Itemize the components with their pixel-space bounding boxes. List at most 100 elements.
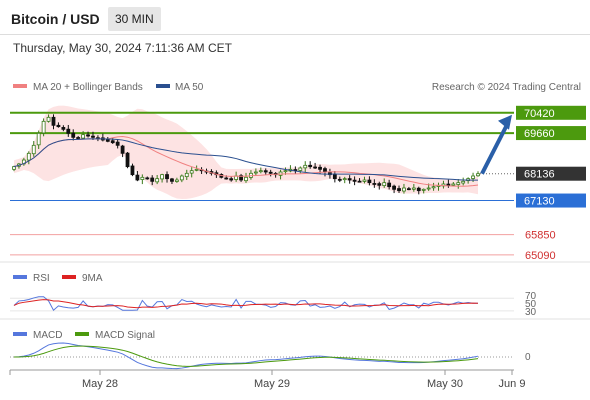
candle-body: [145, 177, 150, 180]
timeframe-button[interactable]: 30 MIN: [108, 7, 161, 31]
current-price-label: 68136: [524, 169, 555, 181]
candle-body: [406, 188, 411, 191]
macd-tick-0: 0: [525, 352, 531, 363]
resistance-level-label: 69660: [524, 128, 555, 140]
x-tick-label: May 30: [427, 378, 463, 390]
ma20-legend-swatch: [13, 84, 27, 88]
candle-body: [308, 164, 313, 168]
macd-panel: [10, 342, 514, 370]
candle-body: [258, 170, 263, 173]
candle-body: [244, 176, 248, 182]
macd-line: [13, 342, 479, 370]
instrument-title: Bitcoin / USD: [11, 11, 100, 27]
resistance-level-tag: [516, 105, 586, 120]
candle-body: [174, 179, 179, 182]
candle-body: [165, 174, 169, 180]
candle-body: [184, 172, 189, 178]
target-level-label: 65090: [525, 250, 556, 262]
rsi-tick-30: 30: [525, 307, 537, 318]
forecast-arrow-head: [498, 114, 512, 130]
resistance-level-label: 70420: [524, 108, 555, 120]
candle-body: [130, 165, 135, 176]
candle-body: [110, 140, 115, 144]
candle-body: [337, 178, 342, 181]
candle-body: [135, 174, 140, 181]
candle-body: [367, 179, 372, 184]
candle-body: [263, 170, 268, 173]
candle-body: [86, 134, 90, 137]
rsi-tick-70: 70: [525, 291, 537, 302]
forecast-arrow: [480, 114, 512, 175]
ma50-line: [13, 138, 479, 181]
rsi-panel: [10, 296, 514, 312]
candle-body: [160, 174, 164, 180]
candle-body: [357, 180, 362, 183]
rsi-legend-swatch: [13, 275, 27, 279]
candle-body: [125, 152, 130, 168]
candle-body: [105, 139, 110, 142]
rsi-ma-line: [13, 299, 479, 309]
candle-body: [179, 175, 184, 181]
candle-body: [426, 187, 431, 190]
macd-legend-label: MACD: [33, 330, 62, 341]
x-tick-label: May 29: [254, 378, 290, 390]
candle-body: [41, 120, 46, 134]
macd-signal-line: [13, 345, 479, 367]
candle-body: [81, 134, 86, 139]
x-tick-label: May 28: [82, 378, 118, 390]
price-level-tags: 70420 69660 68136 67130 65850 65090: [516, 105, 586, 262]
price-levels: [10, 111, 514, 256]
candle-body: [313, 166, 318, 169]
candle-body: [26, 152, 31, 161]
support-level-tag: [516, 193, 586, 208]
ma50-legend-label: MA 50: [175, 82, 204, 93]
candle-body: [224, 177, 229, 180]
candle-body: [283, 170, 288, 173]
candle-body: [456, 182, 461, 185]
candle-body: [323, 168, 327, 173]
rsi-ma-legend-label: 9MA: [82, 273, 103, 284]
candle-body: [150, 177, 155, 182]
candle-body: [155, 178, 160, 183]
candle-body: [392, 185, 396, 190]
support-level-label: 67130: [524, 196, 555, 208]
header-divider: [0, 34, 590, 35]
candle-body: [46, 116, 51, 122]
candle-body: [446, 183, 451, 186]
candle-body: [140, 176, 145, 180]
candle-body: [189, 170, 194, 174]
candle-body: [431, 186, 436, 189]
candle-body: [56, 124, 61, 128]
candle-body: [239, 175, 243, 181]
candle-body: [461, 180, 466, 184]
x-axis-ticks: May 28 May 29 May 30 Jun 9: [9, 370, 525, 390]
candle-body: [91, 135, 95, 138]
current-price-tag: [516, 166, 586, 181]
candle-body: [71, 132, 76, 138]
candle-body: [362, 179, 367, 182]
candle-body: [51, 116, 56, 126]
moving-averages: [13, 136, 479, 187]
candle-body: [476, 173, 480, 177]
datetime-label: Thursday, May 30, 2024 7:11:36 AM CET: [13, 41, 232, 55]
candle-body: [402, 187, 406, 192]
candle-body: [298, 167, 303, 171]
candle-body: [382, 182, 387, 187]
candle-body: [352, 179, 357, 182]
candle-body: [332, 173, 337, 180]
candle-body: [318, 166, 322, 170]
candle-body: [411, 187, 416, 190]
ma50-legend-swatch: [156, 84, 170, 88]
candle-body: [387, 182, 392, 188]
macd-signal-legend-swatch: [75, 332, 89, 336]
bollinger-bands: [14, 105, 478, 200]
candle-body: [303, 164, 308, 169]
candle-body: [377, 183, 382, 186]
candle-body: [170, 178, 174, 182]
rsi-tick-50: 50: [525, 299, 537, 310]
rsi-legend-label: RSI: [33, 273, 50, 284]
candle-body: [372, 183, 377, 185]
candle-body: [194, 168, 199, 171]
candle-body: [253, 171, 258, 174]
